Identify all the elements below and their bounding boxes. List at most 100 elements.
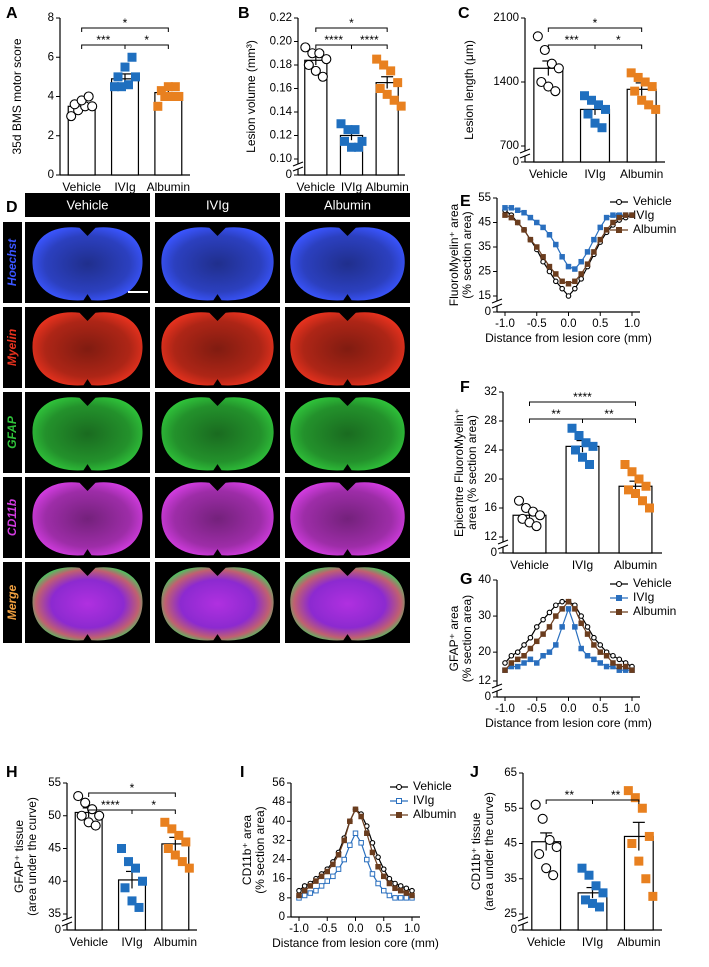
series-point bbox=[540, 224, 546, 231]
data-point bbox=[641, 874, 651, 884]
series-point bbox=[603, 653, 610, 659]
series-point bbox=[534, 244, 540, 250]
row-label: Merge bbox=[5, 585, 19, 621]
data-point bbox=[638, 496, 647, 506]
significance-label: *** bbox=[96, 33, 110, 47]
series-point bbox=[597, 660, 603, 666]
column-header: Vehicle bbox=[67, 197, 109, 212]
y-tick-label: 8 bbox=[279, 892, 285, 904]
data-point bbox=[117, 844, 126, 853]
y-axis-label: CD11b⁺ tissue bbox=[469, 812, 483, 890]
legend-label: IVIg bbox=[633, 590, 654, 604]
axis-break bbox=[517, 916, 529, 922]
y-tick-label: 0.16 bbox=[270, 83, 292, 95]
y-tick-label: 32 bbox=[272, 834, 285, 846]
y-tick-label: 45 bbox=[478, 217, 491, 229]
series-point bbox=[514, 207, 521, 213]
significance-bracket bbox=[88, 792, 176, 797]
x-tick-label: Vehicle bbox=[296, 180, 335, 194]
series-point bbox=[578, 645, 584, 652]
series-point bbox=[553, 613, 559, 619]
series-point bbox=[521, 653, 527, 659]
panel-label: D bbox=[6, 199, 18, 216]
y-tick-label: 0 bbox=[485, 691, 491, 703]
data-point bbox=[641, 481, 651, 491]
x-tick-label: IVIg bbox=[584, 167, 605, 181]
data-point bbox=[110, 82, 119, 92]
y-tick-label: 24 bbox=[272, 854, 285, 866]
y-tick-label: 50 bbox=[48, 810, 61, 822]
x-tick-label: 1.0 bbox=[624, 703, 640, 715]
series-point bbox=[521, 660, 527, 666]
series-point bbox=[527, 634, 534, 641]
series-point bbox=[521, 209, 527, 216]
axis-break bbox=[491, 688, 503, 694]
y-tick-label: 32 bbox=[484, 386, 497, 398]
data-point bbox=[548, 870, 559, 881]
data-point bbox=[644, 831, 654, 841]
series-point bbox=[502, 660, 508, 666]
x-axis-label: Distance from lesion core (mm) bbox=[272, 936, 439, 950]
series-point bbox=[546, 624, 553, 630]
series-point bbox=[534, 219, 540, 226]
x-tick-label: Vehicle bbox=[527, 935, 566, 949]
y-tick-label: 56 bbox=[272, 777, 285, 789]
series-point bbox=[352, 830, 359, 836]
data-point bbox=[594, 100, 603, 110]
y-tick-label: 6 bbox=[48, 51, 54, 63]
data-point bbox=[174, 830, 184, 840]
series-point bbox=[508, 214, 515, 221]
data-point bbox=[588, 441, 598, 451]
significance-label: * bbox=[616, 33, 621, 47]
x-tick-label: 0.0 bbox=[348, 923, 364, 935]
data-point bbox=[590, 118, 600, 128]
series-point bbox=[381, 887, 387, 894]
legend-marker bbox=[615, 198, 623, 206]
data-point bbox=[131, 863, 140, 873]
series-point bbox=[597, 642, 604, 648]
data-point bbox=[120, 62, 130, 72]
axis-break bbox=[292, 166, 304, 172]
series-point bbox=[514, 219, 521, 226]
y-tick-label: 16 bbox=[272, 873, 285, 885]
y-tick-label: 0 bbox=[485, 306, 491, 318]
significance-label: * bbox=[593, 16, 598, 30]
series-point bbox=[341, 856, 347, 863]
series-point bbox=[369, 849, 376, 856]
series-point bbox=[578, 613, 585, 619]
axis-break bbox=[519, 148, 531, 154]
data-point bbox=[87, 101, 98, 112]
series-point bbox=[546, 232, 553, 238]
y-axis-label: (% section area) bbox=[460, 211, 474, 298]
data-point bbox=[321, 54, 332, 65]
series-point bbox=[375, 854, 381, 860]
data-point bbox=[550, 86, 561, 97]
axis-break bbox=[517, 921, 529, 927]
data-point bbox=[167, 824, 177, 834]
y-tick-label: 0 bbox=[511, 924, 517, 936]
series-point bbox=[375, 880, 381, 887]
y-tick-label: 2 bbox=[48, 130, 54, 142]
y-tick-label: 12 bbox=[478, 675, 491, 687]
series-point bbox=[584, 653, 591, 659]
y-axis-label: FluoroMyelin⁺ area bbox=[447, 203, 461, 306]
y-tick-label: 20 bbox=[484, 473, 497, 485]
data-point bbox=[595, 902, 604, 912]
series-point bbox=[540, 616, 546, 623]
data-point bbox=[379, 60, 389, 70]
axis-break bbox=[491, 298, 503, 304]
significance-label: ** bbox=[565, 788, 575, 802]
y-tick-label: 65 bbox=[504, 767, 517, 779]
data-point bbox=[551, 841, 562, 853]
series-point bbox=[296, 887, 302, 894]
data-point bbox=[534, 510, 546, 521]
data-point bbox=[553, 63, 564, 74]
y-tick-label: 1400 bbox=[493, 76, 519, 88]
y-tick-label: 0.14 bbox=[270, 106, 293, 118]
series-point bbox=[358, 813, 364, 820]
series-point bbox=[629, 212, 635, 218]
series-point bbox=[616, 656, 623, 663]
column-header: IVIg bbox=[206, 197, 229, 212]
series-point bbox=[324, 868, 330, 875]
series-point bbox=[386, 880, 393, 887]
